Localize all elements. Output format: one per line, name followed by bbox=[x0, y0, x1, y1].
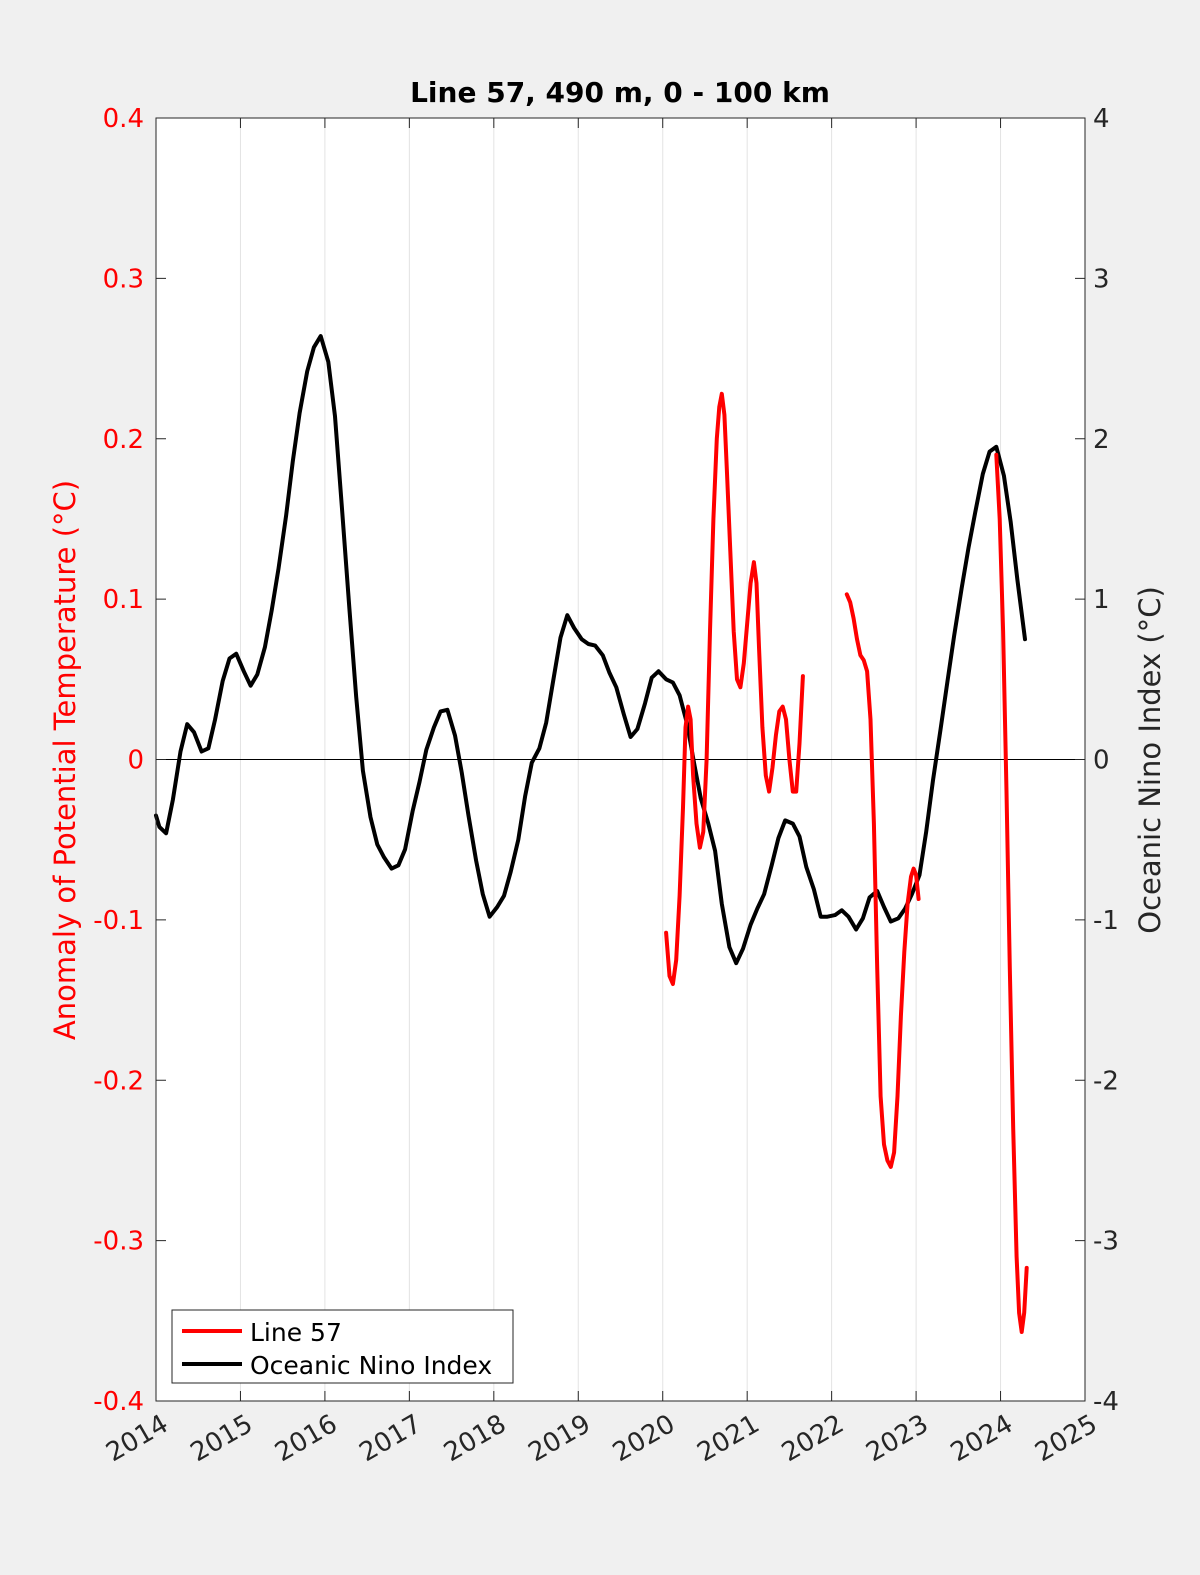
chart-title: Line 57, 490 m, 0 - 100 km bbox=[410, 76, 830, 109]
x-tick-label: 2015 bbox=[186, 1409, 258, 1468]
x-tick-label: 2021 bbox=[692, 1409, 764, 1468]
right-tick-label: -3 bbox=[1093, 1227, 1119, 1257]
left-tick-label: 0.4 bbox=[103, 104, 144, 134]
x-tick-label: 2014 bbox=[101, 1409, 173, 1468]
right-tick-label: -1 bbox=[1093, 906, 1119, 936]
right-tick-label: 1 bbox=[1093, 585, 1110, 615]
series-oni-line-segment-1 bbox=[154, 334, 1027, 966]
left-axis-label: Anomaly of Potential Temperature (°C) bbox=[48, 480, 82, 1040]
left-axis: 0.4 0.3 0.2 0.1 0 -0.1 -0.2 -0.3 -0.4 bbox=[93, 104, 166, 1417]
series-line57-line-segment-3 bbox=[994, 452, 1029, 1334]
legend-label-oni: Oceanic Nino Index bbox=[250, 1351, 492, 1380]
right-axis-label: Oceanic Nino Index (°C) bbox=[1133, 586, 1167, 934]
right-tick-label: 4 bbox=[1093, 104, 1110, 134]
x-tick-label: 2018 bbox=[439, 1409, 511, 1468]
right-axis: 4 3 2 1 0 -1 -2 -3 -4 bbox=[1075, 104, 1119, 1417]
series-line57-line-segment-2 bbox=[844, 592, 921, 1169]
x-tick-label: 2025 bbox=[1030, 1409, 1102, 1468]
series-line57-line-segment-1 bbox=[664, 391, 805, 986]
right-tick-label: -2 bbox=[1093, 1066, 1119, 1096]
x-tick-label: 2016 bbox=[270, 1409, 342, 1468]
left-tick-label: -0.1 bbox=[93, 906, 144, 936]
left-tick-label: 0.1 bbox=[103, 585, 144, 615]
left-tick-label: -0.2 bbox=[93, 1066, 144, 1096]
x-tick-label: 2019 bbox=[523, 1409, 595, 1468]
left-tick-label: -0.4 bbox=[93, 1387, 144, 1417]
legend-label-line57: Line 57 bbox=[250, 1318, 342, 1347]
legend-box bbox=[171, 1309, 514, 1384]
left-tick-label: -0.3 bbox=[93, 1227, 144, 1257]
left-tick-label: 0.2 bbox=[103, 425, 144, 455]
right-tick-label: 3 bbox=[1093, 264, 1110, 294]
x-tick-label: 2020 bbox=[608, 1409, 680, 1468]
x-tick-label: 2022 bbox=[777, 1409, 849, 1468]
x-tick-label: 2023 bbox=[861, 1409, 933, 1468]
right-tick-label: 2 bbox=[1093, 425, 1110, 455]
series-layer bbox=[154, 334, 1029, 1334]
left-tick-label: 0 bbox=[127, 746, 144, 776]
legend: Line 57 Oceanic Nino Index bbox=[171, 1309, 514, 1384]
right-tick-label: -4 bbox=[1093, 1387, 1119, 1417]
x-tick-label: 2024 bbox=[946, 1409, 1018, 1468]
x-tick-label: 2017 bbox=[355, 1409, 427, 1468]
right-tick-label: 0 bbox=[1093, 746, 1110, 776]
left-tick-label: 0.3 bbox=[103, 264, 144, 294]
